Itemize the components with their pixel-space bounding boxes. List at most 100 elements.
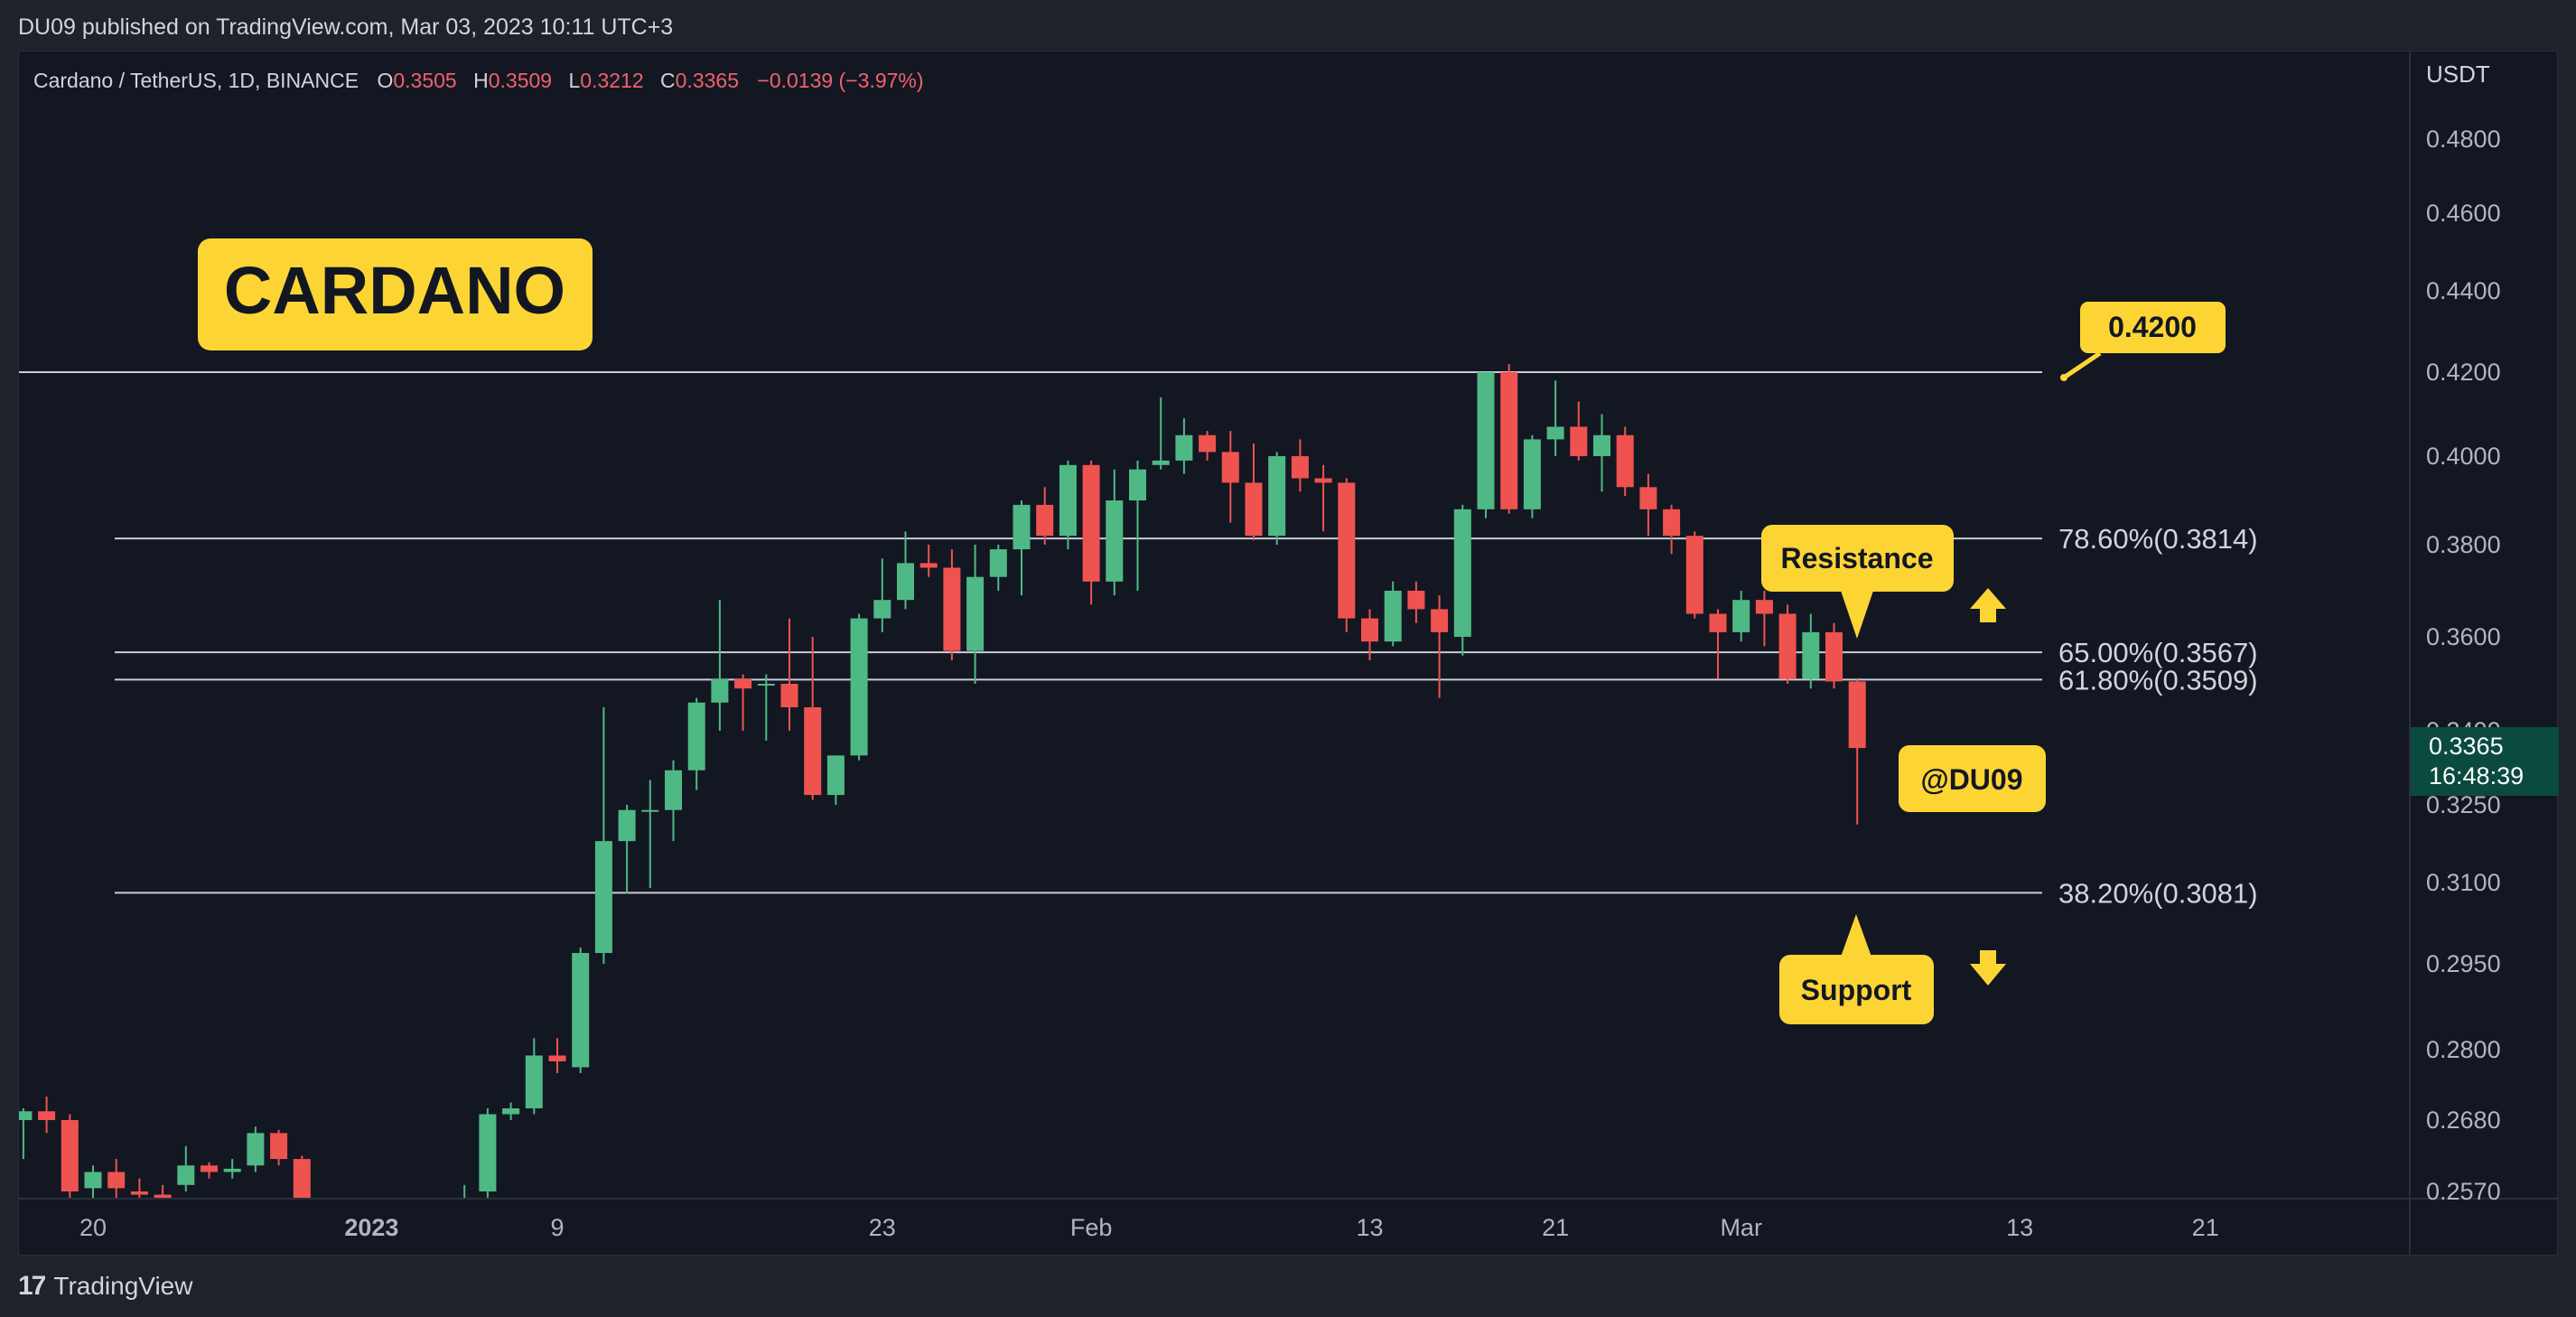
candle-up [1059, 460, 1077, 550]
candle-up [1593, 414, 1610, 492]
legend-low-label: L [568, 69, 580, 92]
candle-down [734, 674, 752, 731]
time-tick-label: Feb [1070, 1214, 1113, 1241]
title-badge-text: CARDANO [224, 253, 565, 328]
support-callout [1779, 955, 1934, 1024]
resistance-callout-tail [1841, 591, 1873, 639]
candle-up [1152, 397, 1170, 470]
price-tick-label: 0.3800 [2426, 531, 2501, 558]
level-callout-dot [2060, 374, 2067, 381]
candle-up [247, 1126, 265, 1172]
arrow-down-icon [1970, 950, 2006, 985]
candle-down [548, 1038, 566, 1073]
last-price-tag [2411, 727, 2559, 796]
candle-up [1268, 452, 1286, 545]
fib-level-label: 78.60%(0.3814) [2058, 523, 2258, 555]
candle-down [1755, 591, 1773, 647]
candle-up [572, 948, 590, 1073]
level-callout-text: 0.4200 [2108, 311, 2197, 343]
candle-up [873, 558, 891, 632]
candle-down [1570, 401, 1588, 461]
candle-down [38, 1097, 56, 1134]
level-callout [2080, 302, 2226, 353]
candle-down [1500, 364, 1518, 514]
candle-down [340, 1243, 357, 1256]
chart-panel[interactable]: USDT 0.4800 0.4600 0.4400 0.4200 0.4000 0.380… [18, 51, 2559, 1256]
candle-up [1384, 581, 1402, 647]
candle-down [1825, 622, 1843, 689]
candle-down [1338, 478, 1356, 632]
candle-up [502, 1102, 520, 1120]
candle-down [1685, 531, 1703, 619]
candle-up [1013, 500, 1031, 596]
author-badge [1899, 745, 2046, 812]
bar-countdown: 16:48:39 [2429, 762, 2524, 789]
time-tick-label: 21 [2192, 1214, 2219, 1241]
candle-down [943, 549, 961, 660]
time-tick-label: 2023 [344, 1214, 398, 1241]
price-tick-label: 0.4600 [2426, 200, 2501, 227]
candle-up [1546, 380, 1564, 456]
candle-up [1175, 418, 1193, 474]
candle-up [989, 545, 1007, 591]
price-tick-label: 0.2950 [2426, 950, 2501, 977]
candle-down [1616, 426, 1634, 497]
candle-down [201, 1162, 218, 1179]
legend-low-value: 0.3212 [580, 69, 643, 92]
candle-up [525, 1038, 543, 1115]
candle-up [850, 613, 868, 761]
candle-up [1106, 469, 1124, 596]
candle-down [61, 1114, 79, 1198]
legend-high-value: 0.3509 [489, 69, 552, 92]
candle-down [780, 618, 798, 731]
price-tick-label: 0.3100 [2426, 869, 2501, 896]
candle-up [711, 600, 729, 731]
candle-up [1732, 591, 1750, 642]
fib-level-label: 38.20%(0.3081) [2058, 877, 2258, 909]
time-tick-label: Mar [1720, 1214, 1762, 1241]
candle-down [1848, 679, 1866, 825]
candle-down [1663, 504, 1681, 555]
candle-up [897, 531, 914, 610]
candle-up [641, 780, 659, 888]
candle-up [19, 1108, 33, 1160]
price-tick-label: 0.4400 [2426, 277, 2501, 304]
candle-up [1523, 434, 1541, 518]
resistance-callout [1761, 525, 1954, 592]
fib-level-label: 65.00%(0.3567) [2058, 637, 2258, 668]
annotations: Cardano / TetherUS, 1D, BINANCE O0.3505 … [33, 69, 2258, 1024]
candle-up [966, 545, 985, 684]
candle-down [130, 1178, 148, 1198]
legend-open-label: O [377, 69, 393, 92]
candle-up [594, 707, 612, 964]
price-tick-label: 0.2570 [2426, 1178, 2501, 1205]
time-tick-label: 21 [1542, 1214, 1569, 1241]
legend-close-value: 0.3365 [676, 69, 739, 92]
candle-down [107, 1159, 126, 1198]
candle-down [1245, 444, 1263, 541]
time-tick-label: 13 [2006, 1214, 2033, 1241]
legend-symbol: Cardano / TetherUS, 1D, BINANCE [33, 69, 359, 92]
candle-up [463, 1184, 466, 1198]
legend-high-label: H [473, 69, 489, 92]
candle-up [177, 1145, 195, 1191]
tradingview-logo-icon: 17 [18, 1271, 46, 1301]
support-callout-tail [1840, 914, 1872, 959]
header-bar: DU09 published on TradingView.com, Mar 0… [0, 0, 2576, 51]
legend-change: −0.0139 (−3.97%) [757, 69, 923, 92]
candle-down [804, 637, 822, 800]
time-tick-label: 13 [1356, 1214, 1383, 1241]
candle-down [1291, 439, 1309, 492]
candle-down [317, 1198, 334, 1256]
candle-down [270, 1129, 288, 1166]
fib-level-label: 61.80%(0.3509) [2058, 664, 2258, 696]
candle-up [757, 674, 775, 741]
author-badge-text: @DU09 [1920, 763, 2022, 796]
price-tick-label: 0.4800 [2426, 126, 2501, 153]
tradingview-logo[interactable]: 17 TradingView [18, 1268, 192, 1304]
price-tick-label: 0.4200 [2426, 359, 2501, 386]
resistance-callout-text: Resistance [1781, 542, 1934, 574]
candle-down [1221, 431, 1239, 523]
candlestick-chart[interactable]: USDT 0.4800 0.4600 0.4400 0.4200 0.4000 0.380… [19, 51, 2559, 1256]
support-callout-text: Support [1801, 974, 1912, 1006]
